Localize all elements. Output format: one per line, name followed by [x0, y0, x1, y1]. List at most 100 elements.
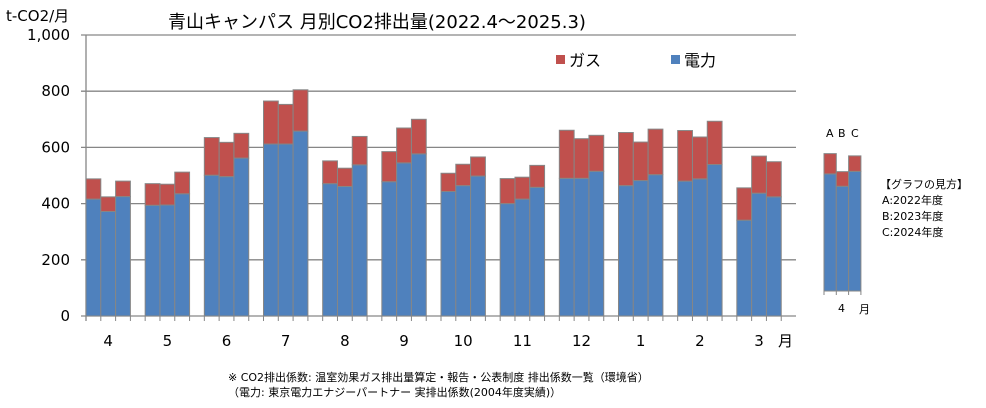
- x-tick-label: 2: [695, 332, 705, 350]
- bar-gas: [588, 134, 605, 172]
- bar-electricity: [573, 177, 590, 317]
- x-axis-ticks: 4 5 6 7 8 9 10 11 12 1 2 3: [85, 316, 782, 350]
- bar-electricity: [706, 164, 723, 317]
- bar-gas: [292, 89, 309, 132]
- bar-electricity: [765, 196, 782, 317]
- bar-electricity: [263, 143, 279, 317]
- example-month: 4: [838, 302, 845, 315]
- bar-electricity: [751, 192, 767, 317]
- bar-electricity: [558, 177, 575, 317]
- bar-gas: [381, 151, 398, 183]
- bar-gas: [322, 160, 338, 185]
- bar-gas: [218, 141, 235, 178]
- y-tick-label: 200: [41, 251, 70, 269]
- example-month-unit: 月: [859, 303, 870, 316]
- bar-gas: [677, 130, 693, 182]
- example-label-c: C: [851, 127, 859, 140]
- legend: ガス 電力: [556, 51, 716, 70]
- example-bar-electricity: [848, 170, 862, 292]
- legend-swatch-gas: [556, 55, 565, 64]
- bar-gas: [263, 100, 279, 145]
- bar-gas: [144, 183, 161, 206]
- bar-gas: [233, 132, 250, 159]
- x-tick-label: 6: [222, 332, 232, 350]
- bar-gas: [647, 128, 664, 176]
- bar-gas: [514, 176, 531, 200]
- bar-electricity: [100, 210, 117, 317]
- example-bar-electricity: [823, 173, 837, 292]
- bar-electricity: [499, 203, 516, 317]
- bar-electricity: [647, 174, 664, 317]
- example-line-b: B:2023年度: [882, 209, 943, 223]
- x-axis-unit: 月: [778, 332, 793, 350]
- y-tick-label: 800: [41, 82, 70, 100]
- bar-electricity: [529, 186, 546, 317]
- bars: [85, 89, 782, 317]
- bar-electricity: [292, 130, 309, 317]
- bar-gas: [351, 135, 368, 166]
- legend-label-gas: ガス: [569, 51, 601, 70]
- bar-electricity: [632, 180, 649, 317]
- bar-gas: [410, 118, 427, 155]
- x-tick-label: 5: [163, 332, 173, 350]
- example-bar-gas: [835, 171, 850, 187]
- footnote-electricity: （電力: 東京電力エナジーパートナー 実排出係数(2004年度実績)）: [228, 386, 562, 399]
- y-axis-ticks: 0 200 400 600 800 1,000: [27, 26, 70, 325]
- bar-gas: [632, 141, 649, 182]
- x-tick-label: 10: [454, 332, 473, 350]
- y-tick-label: 600: [41, 138, 70, 156]
- example-bar-gas: [848, 155, 862, 172]
- y-tick-label: 400: [41, 195, 70, 213]
- bar-electricity: [440, 191, 457, 317]
- example-heading: 【グラフの見方】: [880, 177, 968, 191]
- bar-electricity: [336, 185, 353, 317]
- bar-gas: [691, 136, 708, 180]
- x-tick-label: 9: [399, 332, 409, 350]
- bar-electricity: [514, 198, 531, 317]
- bar-electricity: [322, 183, 338, 317]
- bar-gas: [100, 196, 117, 212]
- bar-electricity: [691, 178, 708, 317]
- bar-electricity: [736, 219, 753, 317]
- bar-electricity: [277, 143, 294, 317]
- bar-gas: [115, 180, 131, 198]
- bar-electricity: [381, 181, 398, 317]
- x-tick-label: 12: [572, 332, 591, 350]
- bar-gas: [529, 164, 546, 188]
- bar-electricity: [455, 185, 472, 317]
- bar-gas: [618, 132, 634, 187]
- bar-electricity: [115, 196, 131, 317]
- bar-electricity: [85, 198, 102, 317]
- y-tick-label: 1,000: [27, 26, 70, 44]
- x-tick-label: 7: [281, 332, 291, 350]
- bar-electricity: [174, 193, 191, 317]
- x-tick-label: 8: [340, 332, 350, 350]
- bar-gas: [277, 103, 294, 145]
- bar-electricity: [588, 170, 605, 317]
- legend-swatch-electricity: [671, 55, 680, 64]
- legend-example-chart: A B C 4 月 【グラフの見方】 A:2022年度 B:2023年度 C:2…: [823, 127, 968, 316]
- bar-gas: [499, 178, 516, 205]
- y-axis-unit: t-CO2/月: [6, 7, 69, 25]
- example-bar-electricity: [835, 185, 850, 292]
- bar-gas: [736, 187, 753, 221]
- footnote-emission-factor: ※ CO2排出係数: 温室効果ガス排出量算定・報告・公表制度 排出係数一覧（環境…: [228, 371, 649, 384]
- bar-electricity: [351, 164, 368, 317]
- bar-electricity: [218, 176, 235, 317]
- bar-gas: [174, 171, 191, 195]
- gridlines: [81, 34, 796, 321]
- bar-electricity: [410, 153, 427, 317]
- bar-electricity: [203, 174, 220, 317]
- example-label-b: B: [838, 127, 846, 140]
- example-bar-gas: [823, 153, 837, 175]
- bar-gas: [85, 178, 102, 200]
- example-label-a: A: [826, 127, 834, 140]
- y-tick-label: 0: [60, 307, 70, 325]
- bar-gas: [396, 127, 412, 164]
- bar-electricity: [159, 204, 176, 317]
- example-line-a: A:2022年度: [882, 193, 943, 207]
- x-tick-label: 1: [636, 332, 646, 350]
- chart-title: 青山キャンパス 月別CO2排出量(2022.4～2025.3): [168, 12, 586, 33]
- bar-gas: [455, 163, 472, 187]
